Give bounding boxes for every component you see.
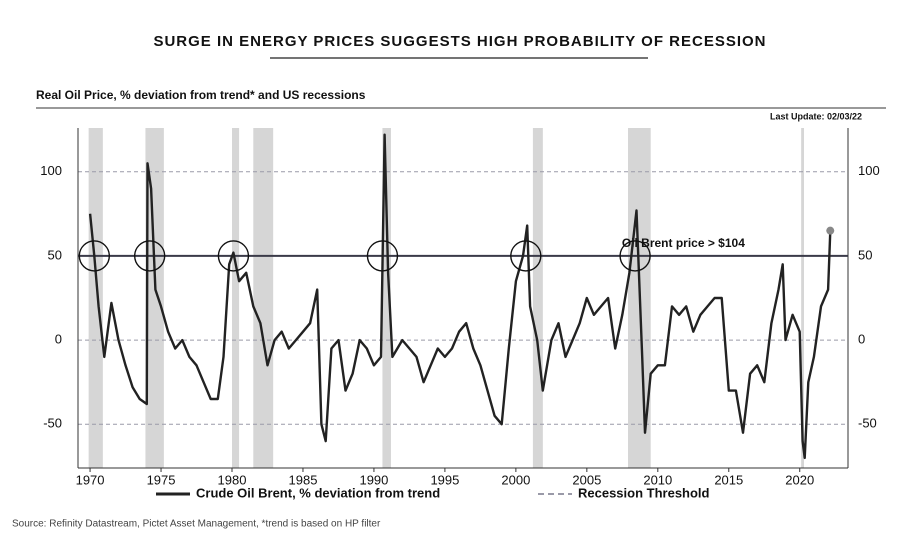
recession-band (801, 128, 804, 468)
y-tick-label: 100 (40, 163, 62, 178)
highlight-circle (366, 240, 399, 272)
x-tick-label: 2015 (714, 472, 743, 487)
highlight-circle (510, 240, 542, 272)
y2-tick-label: 50 (858, 247, 872, 262)
last-update: Last Update: 02/03/22 (770, 111, 862, 121)
y-tick-label: -50 (43, 416, 62, 431)
x-tick-label: 2000 (501, 472, 530, 487)
chart-title: SURGE IN ENERGY PRICES SUGGESTS HIGH PRO… (153, 33, 766, 50)
x-tick-label: 2005 (572, 472, 601, 487)
legend-label: Recession Threshold (578, 485, 710, 500)
recession-band (145, 128, 164, 468)
recession-band (253, 128, 274, 468)
x-tick-label: 1980 (218, 472, 247, 487)
recession-band (382, 128, 391, 468)
y-tick-label: 0 (55, 332, 62, 347)
subtitle: Real Oil Price, % deviation from trend* … (36, 88, 366, 102)
legend-label: Crude Oil Brent, % deviation from trend (196, 485, 440, 500)
x-tick-label: 1995 (430, 472, 459, 487)
x-tick-label: 1970 (76, 472, 105, 487)
data-line (88, 133, 832, 460)
y-tick-label: 50 (48, 247, 62, 262)
x-tick-label: 2010 (643, 472, 672, 487)
highlight-circle (619, 240, 651, 272)
annotation: Oil Brent price > $104 (622, 236, 745, 250)
y2-tick-label: 0 (858, 332, 865, 347)
highlight-circle (78, 240, 111, 272)
highlight-circle (217, 240, 250, 272)
x-tick-label: 1990 (359, 472, 388, 487)
y2-tick-label: -50 (858, 416, 877, 431)
recession-band (232, 128, 240, 468)
source-note: Source: Refinity Datastream, Pictet Asse… (12, 519, 381, 530)
y2-tick-label: 100 (858, 163, 880, 178)
x-tick-label: 1985 (289, 472, 318, 487)
recession-band (532, 128, 543, 468)
recession-band (88, 128, 103, 468)
highlight-circle (133, 240, 166, 272)
last-point (826, 226, 835, 235)
x-tick-label: 1975 (147, 472, 176, 487)
x-tick-label: 2020 (785, 472, 814, 487)
